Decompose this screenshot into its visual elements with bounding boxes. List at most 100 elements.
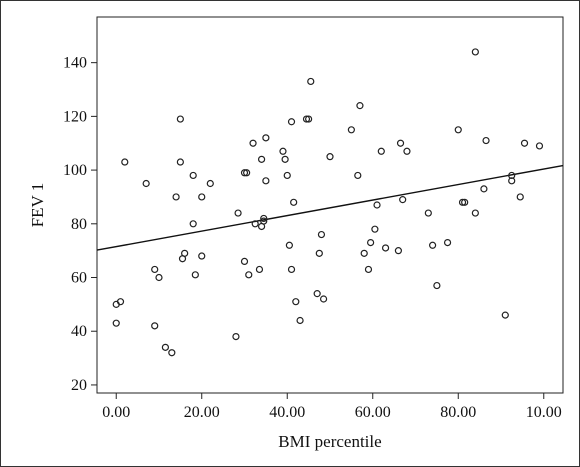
x-axis: 0.00 20.00 40.00 60.00 80.00 10.00: [102, 393, 562, 421]
data-point: [172, 193, 180, 201]
data-point: [396, 139, 405, 147]
data-point: [367, 239, 375, 247]
data-point: [232, 333, 240, 341]
data-point: [151, 265, 159, 274]
y-axis: 20 40 60 80 100 120 140: [63, 55, 97, 394]
data-point: [319, 295, 328, 303]
data-point: [285, 241, 293, 249]
data-point: [189, 171, 197, 180]
data-point: [458, 198, 467, 206]
data-point: [191, 271, 199, 279]
data-point: [240, 257, 249, 265]
data-point: [121, 158, 129, 166]
y-axis-title: FEV 1: [28, 183, 47, 228]
data-point: [433, 281, 441, 290]
data-point: [508, 177, 516, 185]
data-point: [302, 115, 311, 123]
data-point: [243, 169, 251, 177]
data-point: [381, 244, 390, 252]
data-point: [377, 147, 385, 155]
data-point: [471, 209, 479, 217]
data-point: [356, 102, 364, 110]
x-tick-label: 80.00: [440, 404, 476, 421]
data-point: [394, 247, 403, 255]
data-point: [307, 77, 315, 86]
data-point: [424, 209, 432, 217]
data-points: [112, 48, 544, 357]
x-tick-label: 10.00: [526, 404, 562, 421]
data-point: [501, 311, 509, 319]
x-axis-title: BMI percentile: [278, 432, 381, 451]
data-point: [249, 139, 257, 147]
data-point: [520, 139, 529, 147]
data-point: [287, 118, 296, 126]
data-point: [260, 214, 268, 223]
data-point: [373, 201, 381, 209]
data-point: [399, 196, 407, 204]
data-point: [454, 126, 462, 134]
data-point: [482, 136, 490, 145]
data-point: [198, 252, 206, 260]
data-point: [155, 273, 163, 282]
data-point: [364, 265, 373, 274]
y-tick-label: 40: [71, 323, 87, 340]
data-point: [279, 147, 287, 155]
data-point: [198, 193, 206, 201]
data-point: [189, 220, 197, 228]
data-point: [296, 316, 304, 325]
data-point: [176, 115, 184, 123]
data-point: [112, 319, 120, 327]
data-point: [535, 142, 544, 150]
data-point: [516, 193, 524, 201]
y-tick-label: 80: [71, 216, 87, 233]
data-point: [116, 298, 125, 306]
x-tick-label: 60.00: [355, 404, 391, 421]
data-point: [176, 158, 184, 166]
fit-line-group: [96, 164, 564, 251]
data-point: [251, 220, 259, 228]
data-point: [290, 198, 298, 206]
data-point: [443, 239, 452, 247]
x-tick-label: 0.00: [102, 404, 130, 421]
y-tick-label: 100: [63, 162, 87, 179]
y-tick-label: 20: [71, 377, 87, 394]
data-point: [262, 134, 270, 142]
data-point: [471, 48, 479, 56]
y-tick-label: 60: [71, 270, 87, 287]
plot-area: [96, 16, 564, 394]
data-point: [206, 179, 214, 188]
data-point: [181, 249, 189, 257]
data-point: [403, 147, 411, 155]
data-point: [255, 265, 264, 274]
y-tick-label: 120: [63, 108, 87, 125]
data-point: [245, 271, 253, 279]
y-tick-label: 140: [63, 55, 87, 72]
data-point: [429, 241, 437, 249]
data-point: [305, 115, 313, 123]
data-point: [317, 230, 326, 239]
data-point: [240, 169, 249, 177]
data-point: [262, 177, 270, 185]
data-point: [260, 217, 268, 225]
data-point: [281, 155, 289, 163]
fit-line: [96, 164, 564, 251]
x-tick-label: 40.00: [269, 404, 305, 421]
data-point: [234, 209, 242, 217]
data-point: [161, 343, 170, 351]
data-point: [168, 349, 176, 357]
data-point: [315, 249, 323, 257]
data-point: [371, 225, 379, 233]
data-point: [151, 322, 159, 330]
data-point: [283, 171, 291, 180]
data-point: [508, 171, 516, 180]
data-point: [313, 290, 321, 298]
data-point: [360, 249, 368, 257]
data-point: [480, 185, 488, 193]
data-point: [347, 126, 355, 134]
data-point: [292, 298, 300, 306]
data-point: [354, 171, 362, 180]
data-point: [326, 153, 334, 161]
data-point: [287, 265, 296, 274]
x-tick-label: 20.00: [184, 404, 220, 421]
